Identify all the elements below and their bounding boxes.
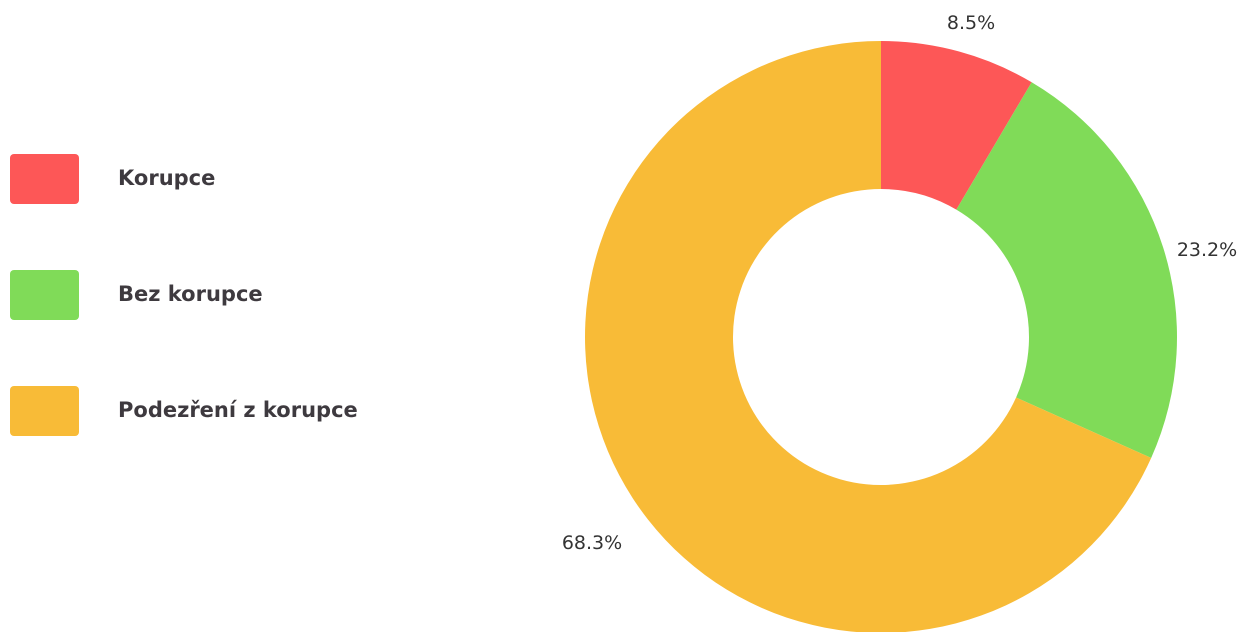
legend-item-bez-korupce[interactable]: Bez korupce: [10, 270, 430, 320]
legend-label-korupce: Korupce: [118, 166, 216, 190]
donut-slice-2[interactable]: [585, 41, 1152, 632]
donut-slice-0[interactable]: [881, 41, 1032, 210]
legend-swatch-korupce: [10, 154, 79, 204]
legend-item-korupce[interactable]: Korupce: [10, 154, 430, 204]
legend-label-bez-korupce: Bez korupce: [118, 282, 263, 306]
slice-value-label-0: 8.5%: [947, 12, 995, 34]
slice-value-label-1: 23.2%: [1177, 239, 1237, 261]
legend-label-podezreni-z-korupce: Podezření z korupce: [118, 398, 358, 422]
donut-slice-1[interactable]: [956, 82, 1177, 458]
slice-value-label-2: 68.3%: [562, 532, 622, 554]
legend-item-podezreni-z-korupce[interactable]: Podezření z korupce: [10, 386, 430, 436]
legend-swatch-podezreni-z-korupce: [10, 386, 79, 436]
legend-swatch-bez-korupce: [10, 270, 79, 320]
